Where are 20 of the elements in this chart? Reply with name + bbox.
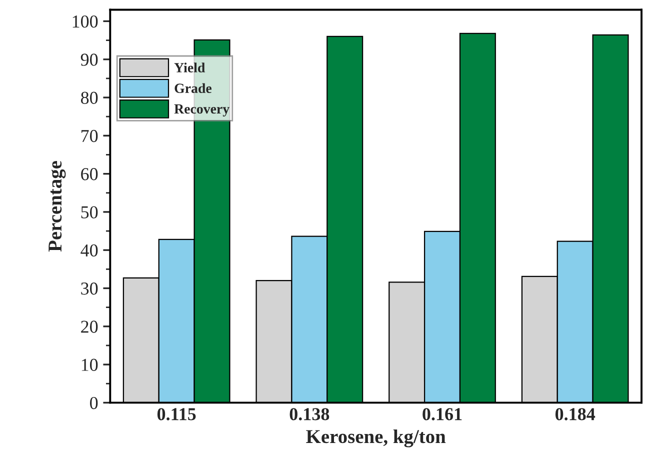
x-tick-label: 0.161 [422,408,462,420]
y-tick-label: 30 [81,282,98,295]
y-tick-label: 10 [82,358,98,371]
y-tick-label: 60 [81,168,98,180]
y-axis-title: Percentage [48,161,66,252]
y-tick-label: 20 [81,320,98,333]
y-tick-label: 50 [81,206,98,218]
x-tick-label: 0.138 [290,408,330,420]
x-axis-title: Kerosene, kg/ton [306,429,446,448]
x-tick-label: 0.115 [157,408,196,420]
legend-label: Grade [174,83,212,94]
legend-label: Yield [174,62,206,72]
y-tick-label: 40 [80,244,98,257]
y-tick-label: 0 [90,396,98,410]
x-tick-label: 0.184 [555,408,596,420]
y-tick-label: 90 [80,54,98,66]
y-tick-label: 80 [80,92,98,104]
legend-label: Recovery [174,104,230,116]
y-tick-label: 100 [72,15,98,28]
y-tick-label: 70 [81,130,98,142]
